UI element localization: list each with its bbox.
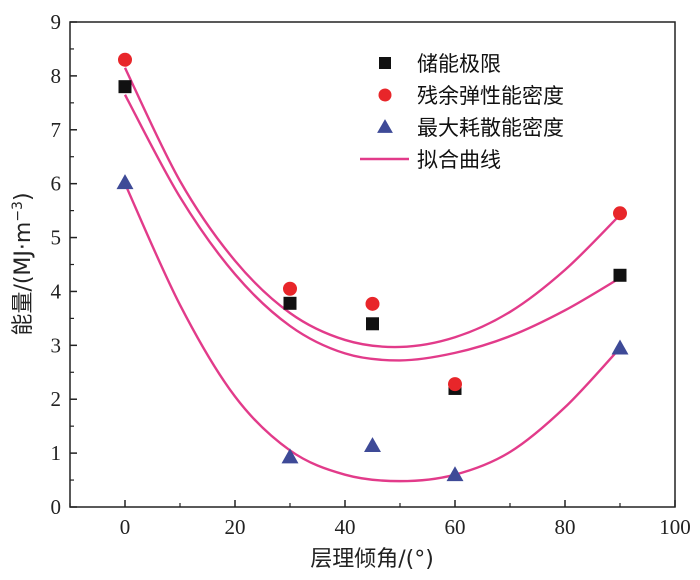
y-tick-label: 3	[51, 333, 62, 357]
y-tick-label: 2	[51, 387, 62, 411]
y-tick-label: 6	[51, 172, 62, 196]
data-point	[281, 448, 299, 464]
y-tick-label: 7	[51, 118, 62, 142]
legend-label: 最大耗散能密度	[417, 116, 564, 140]
data-point	[446, 466, 464, 482]
data-point	[118, 52, 132, 67]
x-tick-label: 80	[555, 515, 576, 539]
legend-label: 储能极限	[417, 52, 501, 76]
y-tick-label: 4	[51, 279, 62, 303]
legend-marker	[377, 119, 393, 133]
y-axis: 0 1 2 3 4 5 6 7 8 9	[51, 10, 77, 519]
y-tick-label: 5	[51, 226, 62, 250]
data-point	[283, 281, 297, 296]
data-point	[283, 296, 297, 310]
data-point	[611, 339, 629, 355]
x-axis: 0 20 40 60 80 100	[69, 500, 691, 539]
x-axis-title: 层理倾角/(°)	[310, 547, 434, 572]
legend-label: 残余弹性能密度	[417, 84, 564, 108]
fit-curve	[123, 94, 621, 362]
fit-curve	[123, 183, 621, 483]
data-point	[365, 296, 380, 311]
y-tick-label: 9	[51, 10, 62, 34]
y-axis-title-suffix: )	[11, 192, 36, 201]
x-tick-label: 60	[445, 515, 466, 539]
x-tick-label: 40	[335, 515, 356, 539]
data-point	[613, 268, 627, 282]
data-point	[364, 437, 381, 453]
y-axis-title-sup: −3	[10, 201, 26, 222]
x-tick-label: 20	[225, 515, 246, 539]
fit-curve	[123, 67, 621, 349]
data-point	[118, 80, 132, 94]
legend-marker	[379, 57, 391, 69]
x-tick-label: 100	[659, 515, 691, 539]
legend-marker	[378, 88, 392, 102]
y-tick-label: 8	[51, 64, 62, 88]
y-axis-title: 能量/(MJ·m−3)	[10, 192, 36, 335]
legend-label: 拟合曲线	[417, 148, 501, 172]
data-point	[613, 206, 627, 221]
fit-curves	[123, 67, 621, 483]
y-axis-title-prefix: 能量/(MJ·m	[11, 222, 36, 336]
data-point	[448, 377, 462, 392]
data-point	[116, 174, 134, 190]
y-tick-label: 1	[51, 441, 62, 465]
y-tick-label: 0	[51, 495, 62, 519]
x-tick-label: 0	[120, 515, 131, 539]
data-point	[366, 317, 379, 331]
data-points	[116, 52, 629, 482]
